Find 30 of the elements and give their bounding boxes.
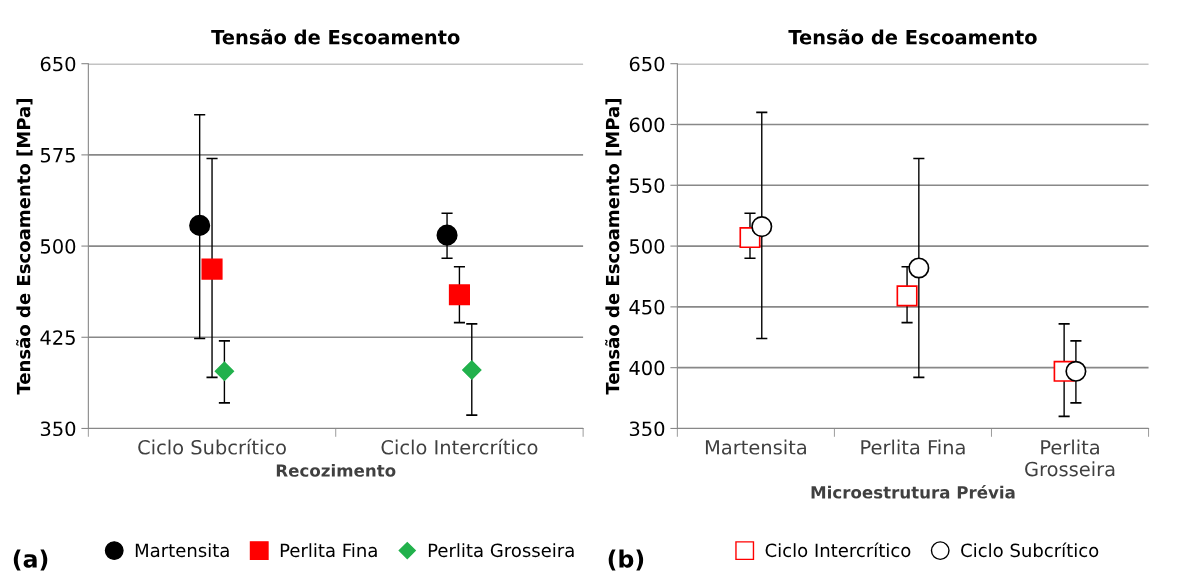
x-tick-label: Ciclo Intercrítico: [381, 438, 538, 455]
y-tick-label: 600: [629, 117, 665, 133]
y-tick-label: 500: [629, 239, 665, 254]
y-tick-label: 575: [40, 148, 75, 163]
legend-label: Martensita: [135, 543, 229, 558]
y-axis-title: Tensão de Escoamento [MPa]: [16, 99, 33, 395]
y-tick-label: 425: [40, 330, 75, 345]
y-tick-label: 650: [40, 56, 76, 72]
x-tick-label: Ciclo Subcrítico: [138, 438, 286, 455]
y-tick-label: 350: [40, 421, 76, 437]
y-tick-label: 500: [40, 239, 76, 254]
legend-label: Ciclo Subcrítico: [961, 542, 1099, 558]
legend-label: Perlita Fina: [280, 543, 377, 558]
x-axis-title: Microestrutura Prévia: [811, 485, 1015, 499]
legend-label: Ciclo Intercrítico: [765, 542, 911, 558]
chart-title: Tensão de Escoamento: [788, 29, 1037, 45]
y-tick-label: 650: [629, 56, 665, 72]
y-axis-title: Tensão de Escoamento [MPa]: [605, 99, 622, 395]
y-tick-label: 550: [629, 178, 665, 193]
chart-title: Tensão de Escoamento: [211, 29, 460, 45]
y-tick-label: 400: [629, 360, 665, 376]
x-tick-label: Perlita Grosseira: [1025, 439, 1115, 477]
x-tick-label: Perlita Fina: [861, 439, 965, 455]
y-tick-label: 450: [629, 299, 665, 315]
text: (b): [608, 549, 644, 571]
text: (a): [13, 549, 48, 571]
x-tick-label: Martensita: [705, 439, 806, 455]
y-tick-label: 350: [629, 421, 665, 437]
x-axis-title: Recozimento: [276, 463, 396, 477]
legend-label: Perlita Grosseira: [428, 543, 574, 558]
